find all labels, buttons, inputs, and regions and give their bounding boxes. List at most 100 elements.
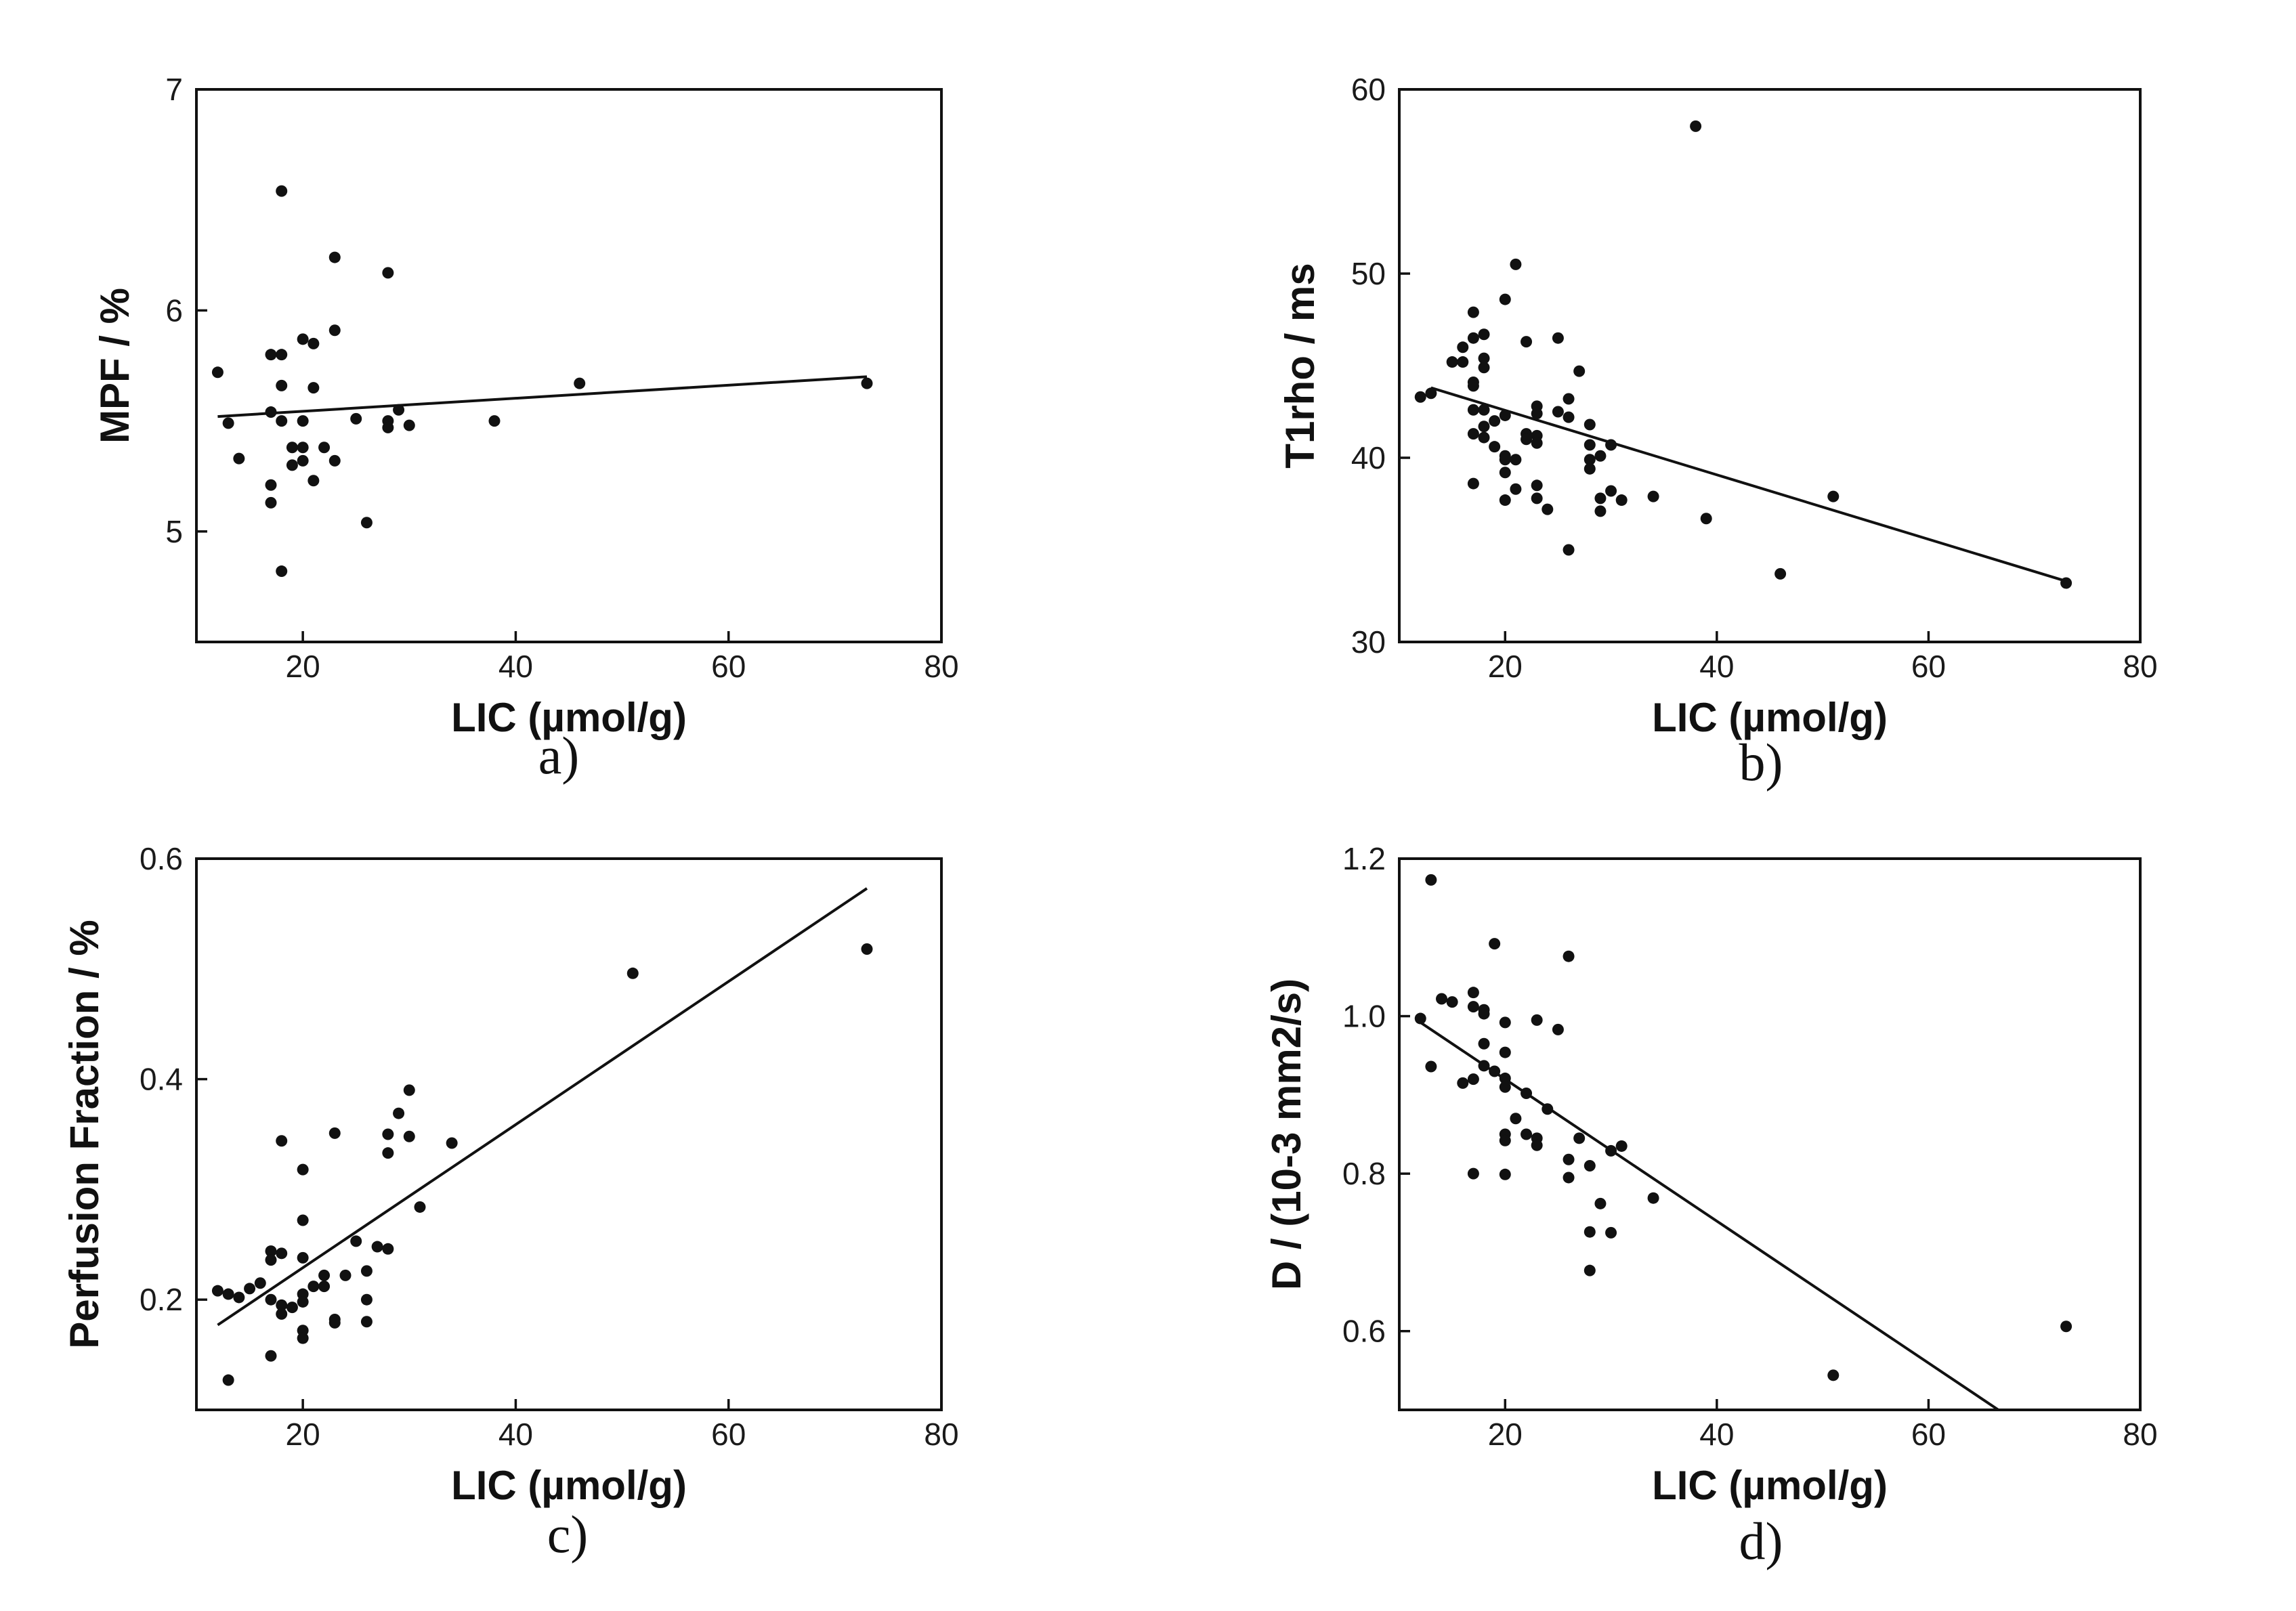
data-point (1827, 490, 1840, 502)
data-point (1478, 421, 1490, 433)
data-point (1478, 1008, 1490, 1020)
panel-caption: c) (547, 1505, 589, 1564)
data-point (318, 1269, 331, 1281)
regression-line (217, 887, 868, 1327)
data-point (276, 379, 288, 391)
data-point (1467, 404, 1479, 416)
data-point (1478, 328, 1490, 341)
data-point (1521, 433, 1533, 446)
x-tick-label: 40 (1699, 649, 1734, 684)
data-point (1478, 362, 1490, 374)
data-point (1615, 494, 1628, 507)
data-point (446, 1137, 458, 1149)
data-point (211, 1285, 224, 1297)
data-point (318, 442, 331, 454)
data-point (1562, 950, 1575, 962)
data-point (339, 1269, 352, 1281)
data-point (1583, 1160, 1596, 1172)
data-point (1562, 1153, 1575, 1165)
data-point (414, 1201, 426, 1213)
data-point (1552, 406, 1564, 418)
data-point (297, 1163, 309, 1176)
data-point (1827, 1369, 1840, 1381)
data-point (286, 442, 298, 454)
data-point (1605, 1144, 1617, 1157)
data-point (2060, 1320, 2072, 1333)
chart-panel-c: 20 40 60 80 0.2 0.4 0.6 LIC (µmol/g) Perfusion F… (62, 841, 959, 1564)
data-point (1478, 431, 1490, 444)
data-point (297, 454, 309, 467)
data-point (254, 1277, 266, 1289)
data-point (1478, 404, 1490, 416)
data-point (1562, 1172, 1575, 1184)
x-tick-label: 40 (1699, 1417, 1734, 1452)
data-point (276, 1135, 288, 1147)
data-point (1499, 1134, 1511, 1146)
data-point (1594, 505, 1607, 517)
x-tick-label: 20 (286, 1417, 320, 1452)
data-point (1499, 1168, 1511, 1180)
data-point (371, 1241, 383, 1253)
data-point (1521, 336, 1533, 348)
data-point (1583, 454, 1596, 466)
plot-frame (1398, 857, 2142, 1411)
data-point (1467, 428, 1479, 440)
data-point (1467, 987, 1479, 999)
data-point (1531, 408, 1543, 420)
data-point (1467, 306, 1479, 318)
data-point (233, 452, 245, 465)
data-point (1499, 467, 1511, 479)
data-point (1605, 439, 1617, 451)
data-point (1489, 1065, 1501, 1077)
data-point (1562, 393, 1575, 405)
data-point (382, 1243, 394, 1255)
y-tick-label: 0.4 (140, 1062, 183, 1097)
data-point (286, 1302, 298, 1314)
data-point (1478, 1060, 1490, 1072)
data-point (861, 943, 873, 955)
data-point (1594, 492, 1607, 504)
data-point (318, 1281, 331, 1293)
data-point (1647, 1192, 1659, 1204)
data-point (276, 1247, 288, 1260)
data-point (307, 1281, 320, 1293)
y-axis-label: D / (10-3 mm2/s) (1264, 979, 1309, 1290)
chart-panel-b: 20 40 60 80 30 40 50 60 LIC (µmol/g) T1rho / ms b) (1277, 72, 2158, 792)
data-point (1489, 415, 1501, 427)
data-point (1510, 483, 1522, 495)
data-point (1521, 1128, 1533, 1140)
panel-caption: d) (1739, 1511, 1783, 1570)
x-tick-label: 60 (711, 1417, 746, 1452)
data-point (382, 421, 394, 433)
x-tick-label: 60 (1911, 1417, 1946, 1452)
data-point (276, 349, 288, 361)
y-tick-label: 0.2 (140, 1282, 183, 1317)
data-point (1457, 1077, 1469, 1089)
data-point (1467, 380, 1479, 392)
data-point (265, 1350, 277, 1362)
data-point (350, 1235, 362, 1247)
data-point (1510, 454, 1522, 466)
data-point (1531, 1014, 1543, 1026)
x-tick-label: 40 (498, 649, 533, 684)
y-tick-label: 1.0 (1342, 999, 1386, 1034)
y-tick-label: 50 (1351, 256, 1386, 291)
data-point (307, 337, 320, 349)
data-point (1583, 1226, 1596, 1238)
data-point (2060, 577, 2072, 589)
data-point (1594, 1197, 1607, 1209)
data-point (1690, 120, 1702, 132)
y-tick-label: 6 (165, 293, 183, 328)
data-point (1583, 463, 1596, 475)
data-point (1562, 544, 1575, 556)
data-point (1425, 874, 1437, 886)
data-point (626, 967, 639, 979)
data-point (265, 1293, 277, 1306)
panel-caption: a) (538, 726, 580, 785)
data-point (328, 324, 341, 337)
x-tick-label: 80 (924, 649, 958, 684)
data-point (382, 1128, 394, 1140)
data-point (1510, 258, 1522, 270)
regression-line (1430, 386, 2067, 583)
